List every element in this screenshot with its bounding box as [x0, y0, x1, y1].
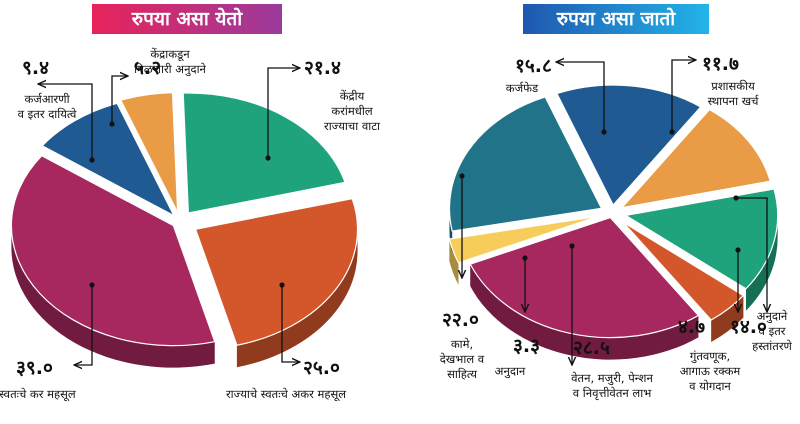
callout-dot	[522, 255, 528, 261]
callout-dot	[669, 129, 675, 135]
callout-line	[38, 84, 93, 160]
slice-category-label: हस्तांतरणे	[752, 339, 792, 353]
pie-slice	[41, 102, 176, 218]
slice-category-label: मिळणारी अनुदाने	[134, 62, 206, 77]
callout-dot	[89, 157, 95, 163]
slice-value-label: १५.८	[515, 55, 552, 77]
slice-category-label: स्थापना खर्च	[708, 94, 760, 108]
slice-value-label: ५.२	[134, 57, 161, 79]
slice-category-label: करांमधील	[331, 104, 372, 118]
pie-slice	[194, 197, 359, 346]
callout-dot	[279, 282, 285, 288]
pie-chart-expenditure: १५.८ कर्जफेड ११.७ प्रशासकीयस्थापना खर्च १४.०…	[440, 53, 793, 401]
slice-value-label: २५.०	[303, 357, 340, 379]
pie-slice	[556, 84, 702, 207]
callout-line	[671, 60, 696, 132]
pie-slice	[119, 92, 179, 213]
slice-value-label: १४.०	[730, 316, 767, 338]
callout-line	[267, 68, 300, 158]
slice-value-label: २२.०	[442, 309, 479, 331]
slice-value-label: ३९.०	[16, 357, 53, 379]
pie-slice	[10, 155, 216, 347]
slice-category-label: अनुदान	[495, 364, 526, 379]
slice-category-label: प्रशासकीय	[711, 79, 755, 93]
callout-dot	[601, 129, 607, 135]
slice-category-label: कर्जआरणी	[24, 92, 70, 106]
slice-category-label: साहित्य	[447, 367, 477, 381]
slice-category-label: देखभाल व	[440, 352, 485, 366]
pie-slice-side	[236, 229, 358, 368]
right-chart-title: रुपया असा जातो	[523, 4, 709, 34]
callout-dot	[733, 195, 739, 201]
slice-value-label: २८.५	[573, 337, 610, 359]
slice-category-label: केंद्राकडून	[150, 47, 190, 62]
callout-dot	[459, 173, 465, 179]
pie-slice	[448, 215, 599, 264]
callout-dot	[735, 247, 741, 253]
callout-dot	[265, 155, 271, 161]
slice-category-label: व निवृत्तीवेतन लाभ	[573, 386, 652, 401]
pie-slice	[448, 96, 603, 232]
slice-category-label: राज्याचे स्वतःचे कर महसूल	[0, 387, 76, 402]
pie-slice	[622, 221, 745, 321]
pie-slice	[620, 108, 771, 209]
callout-dot	[569, 243, 575, 249]
pie-slice	[182, 92, 346, 214]
slice-category-label: वेतन, मजुरी, पेन्शन	[571, 371, 653, 386]
left-chart-title: रुपया असा येतो	[92, 4, 282, 34]
slice-value-label: २१.४	[304, 57, 341, 79]
slice-category-label: कर्जफेड	[506, 81, 539, 95]
slice-category-label: व इतर	[759, 324, 786, 338]
callout-line	[74, 285, 93, 365]
slice-value-label: ४.७	[678, 316, 705, 338]
slice-category-label: केंद्रीय	[340, 89, 365, 103]
pie-slice-side	[11, 225, 215, 368]
pie-chart-income: ९.४ कर्जआरणीव इतर दायित्वे ५.२केंद्राकडूनम…	[0, 47, 381, 402]
slice-category-label: आगाऊ रक्कम	[680, 364, 742, 378]
pie-slice	[624, 188, 779, 290]
slice-value-label: ११.७	[702, 53, 739, 75]
pie-slice-side	[470, 264, 699, 360]
callout-line	[111, 76, 128, 124]
slice-category-label: गुंतवणूक,	[690, 349, 730, 364]
slice-value-label: ३.३	[513, 335, 540, 357]
slice-category-label: राज्याचे स्वतःचे अकर महसूल	[226, 387, 346, 402]
callout-line	[736, 197, 767, 312]
callout-line	[556, 62, 605, 132]
slice-category-label: अनुदाने	[757, 309, 788, 324]
slice-category-label: व योगदान	[689, 379, 731, 393]
slice-category-label: व इतर दायित्वे	[18, 107, 77, 121]
callout-dot	[109, 121, 115, 127]
callout-line	[281, 285, 300, 362]
pie-slice-side	[745, 215, 778, 311]
slice-category-label: कामे,	[451, 337, 473, 351]
slice-value-label: ९.४	[22, 57, 49, 79]
slice-category-label: राज्याचा वाटा	[324, 119, 381, 133]
callout-dot	[89, 282, 95, 288]
